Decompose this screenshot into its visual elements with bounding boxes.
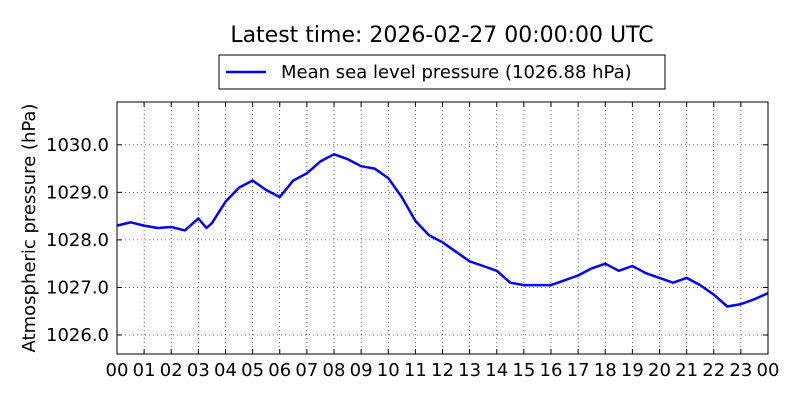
x-tick-label: 07 xyxy=(295,360,318,381)
x-tick-label: 20 xyxy=(648,360,671,381)
x-tick-label: 23 xyxy=(729,360,752,381)
y-tick-label: 1030.0 xyxy=(46,135,109,156)
y-tick-label: 1027.0 xyxy=(46,277,109,298)
y-tick-label: 1026.0 xyxy=(46,325,109,346)
x-tick-label: 08 xyxy=(323,360,346,381)
x-tick-label: 18 xyxy=(594,360,617,381)
x-tick-label: 15 xyxy=(512,360,535,381)
x-tick-label: 21 xyxy=(675,360,698,381)
x-tick-label: 10 xyxy=(377,360,400,381)
x-tick-label: 02 xyxy=(160,360,183,381)
legend: Mean sea level pressure (1026.88 hPa) xyxy=(218,54,666,90)
y-tick-label: 1029.0 xyxy=(46,182,109,203)
y-axis-label: Atmospheric pressure (hPa) xyxy=(19,104,40,353)
grid-lines xyxy=(117,102,768,354)
x-tick-label: 00 xyxy=(106,360,129,381)
y-axis-ticks: 1026.0 1027.0 1028.0 1029.0 1030.0 xyxy=(46,135,768,346)
series-line-mean-sea-level-pressure xyxy=(116,153,769,308)
x-tick-label: 12 xyxy=(431,360,454,381)
x-tick-label: 03 xyxy=(187,360,210,381)
y-tick-label: 1028.0 xyxy=(46,230,109,251)
plot-area-frame xyxy=(116,101,769,355)
x-tick-label: 01 xyxy=(133,360,156,381)
series-layer xyxy=(116,153,769,308)
legend-label: Mean sea level pressure (1026.88 hPa) xyxy=(281,62,632,83)
x-tick-label: 16 xyxy=(540,360,563,381)
x-tick-label: 09 xyxy=(350,360,373,381)
legend-box xyxy=(218,54,666,90)
chart-title: Latest time: 2026-02-27 00:00:00 UTC xyxy=(230,23,653,48)
x-tick-label: 14 xyxy=(485,360,508,381)
x-tick-label: 00 xyxy=(757,360,780,381)
x-tick-label: 17 xyxy=(567,360,590,381)
x-tick-label: 06 xyxy=(268,360,291,381)
x-tick-label: 11 xyxy=(404,360,427,381)
x-tick-label: 04 xyxy=(214,360,237,381)
x-tick-label: 13 xyxy=(458,360,481,381)
x-tick-label: 22 xyxy=(702,360,725,381)
x-tick-label: 05 xyxy=(241,360,264,381)
x-tick-label: 19 xyxy=(621,360,644,381)
x-axis-ticks: 00 01 02 03 04 05 06 07 08 09 10 11 12 13 14 15 16 17 18 19… xyxy=(106,102,780,381)
